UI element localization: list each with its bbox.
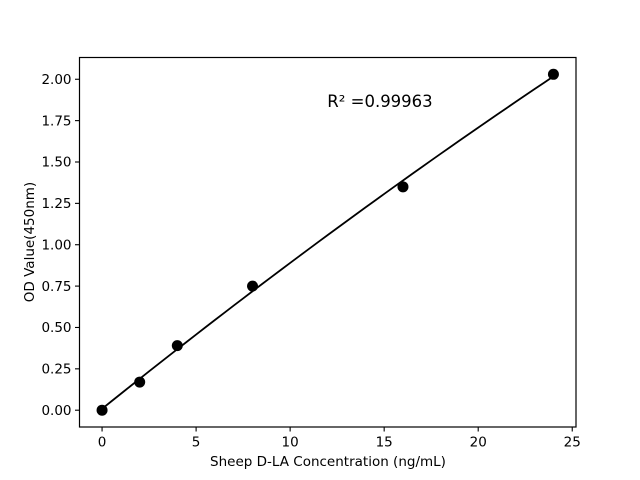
- y-tick-label: 0.00: [41, 403, 71, 419]
- y-tick-label: 1.00: [41, 237, 71, 253]
- data-point: [134, 376, 146, 388]
- y-tick-label: 0.25: [41, 362, 71, 378]
- y-tick-label: 1.25: [41, 196, 71, 212]
- y-tick-label: 1.75: [41, 113, 71, 129]
- x-tick-label: 0: [98, 435, 107, 451]
- y-tick-label: 0.50: [41, 320, 71, 336]
- axes-frame: [78, 56, 577, 428]
- y-tick-label: 2.00: [41, 72, 71, 88]
- x-tick-label: 15: [376, 435, 393, 451]
- r-squared-annotation: R² =0.99963: [327, 92, 432, 111]
- data-point: [171, 340, 183, 352]
- x-tick-label: 5: [192, 435, 201, 451]
- x-tick-label: 20: [470, 435, 487, 451]
- y-tick-label: 1.50: [41, 155, 71, 171]
- x-axis-label: Sheep D-LA Concentration (ng/mL): [210, 454, 446, 470]
- fit-line: [101, 75, 555, 410]
- plot-area: 0 5 10 15 20 25 0.00 0.25 0.50 0.75 1.00 1.25 1.50 1.…: [41, 56, 581, 451]
- x-tick-label: 25: [564, 435, 581, 451]
- data-point: [247, 280, 259, 292]
- data-point: [397, 181, 409, 193]
- y-tick-label: 0.75: [41, 279, 71, 295]
- y-axis-label: OD Value(450nm): [22, 182, 38, 302]
- x-tick-label: 10: [282, 435, 299, 451]
- data-point: [96, 404, 108, 416]
- data-point: [547, 68, 559, 80]
